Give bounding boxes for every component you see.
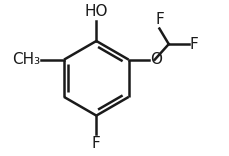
Text: F: F (189, 37, 198, 52)
Text: O: O (149, 52, 161, 67)
Text: CH₃: CH₃ (12, 52, 40, 67)
Text: F: F (154, 12, 163, 27)
Text: F: F (92, 136, 100, 151)
Text: HO: HO (84, 4, 108, 19)
